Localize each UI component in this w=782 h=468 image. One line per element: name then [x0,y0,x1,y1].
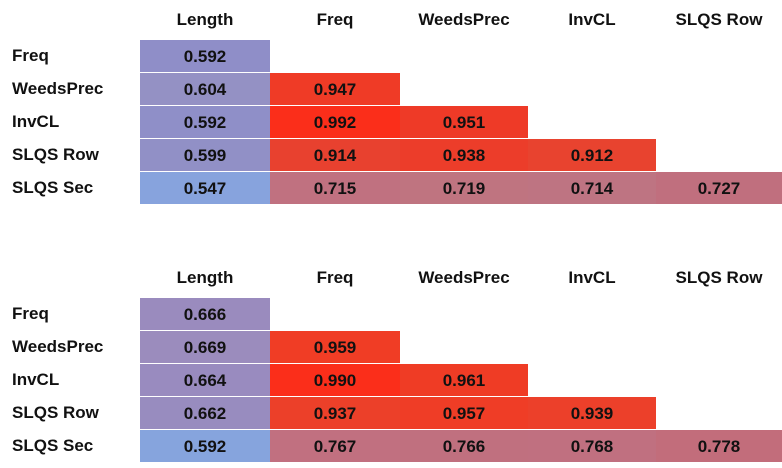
column-header: WeedsPrec [418,268,510,287]
heatmap-cell: 0.767 [270,430,400,462]
row-label: WeedsPrec [12,337,104,356]
heatmap-cell: 0.912 [528,139,656,171]
heatmap-cell: 0.937 [270,397,400,429]
column-header: Freq [316,268,354,287]
column-header: Length [176,10,234,29]
heatmap-cell: 0.592 [140,40,270,72]
row-label: Freq [12,304,49,323]
heatmap-cell: 0.666 [140,298,270,330]
heatmap-cell: 0.714 [528,172,656,204]
heatmap-cell: 0.719 [400,172,528,204]
row-label: SLQS Row [12,403,99,422]
column-header: Length [176,268,234,287]
heatmap-grid-top: Length Freq WeedsPrec InvCL SLQS Row Freq 0.59… [0,0,782,210]
heatmap-cell: 0.662 [140,397,270,429]
heatmap-cell: 0.669 [140,331,270,363]
heatmap-cell: 0.592 [140,106,270,138]
column-header: WeedsPrec [418,10,510,29]
heatmap-cell: 0.715 [270,172,400,204]
heatmap-cell: 0.599 [140,139,270,171]
heatmap-cell: 0.664 [140,364,270,396]
heatmap-cell: 0.947 [270,73,400,105]
row-label: SLQS Sec [12,178,94,197]
row-label: InvCL [12,112,60,131]
heatmap-cell: 0.592 [140,430,270,462]
heatmap-cell: 0.778 [656,430,782,462]
row-label: InvCL [12,370,60,389]
column-header: InvCL [568,268,616,287]
heatmap-cell: 0.959 [270,331,400,363]
heatmap-cell: 0.914 [270,139,400,171]
heatmap-cell: 0.939 [528,397,656,429]
column-header: SLQS Row [675,10,763,29]
heatmap-cell: 0.727 [656,172,782,204]
heatmap-cell: 0.938 [400,139,528,171]
correlation-table-top: Length Freq WeedsPrec InvCL SLQS Row Freq 0.59… [0,0,782,210]
heatmap-cell: 0.990 [270,364,400,396]
column-header: InvCL [568,10,616,29]
row-label: Freq [12,46,49,65]
heatmap-grid-bottom: Length Freq WeedsPrec InvCL SLQS Row Freq 0.66… [0,258,782,468]
heatmap-cell: 0.957 [400,397,528,429]
heatmap-cell: 0.547 [140,172,270,204]
row-label: SLQS Sec [12,436,94,455]
row-label: WeedsPrec [12,79,104,98]
heatmap-cell: 0.951 [400,106,528,138]
column-header: SLQS Row [675,268,763,287]
heatmap-cell: 0.768 [528,430,656,462]
heatmap-cell: 0.992 [270,106,400,138]
heatmap-cell: 0.604 [140,73,270,105]
row-label: SLQS Row [12,145,99,164]
correlation-table-bottom: Length Freq WeedsPrec InvCL SLQS Row Freq 0.66… [0,258,782,468]
heatmap-cell: 0.766 [400,430,528,462]
heatmap-cell: 0.961 [400,364,528,396]
column-header: Freq [316,10,354,29]
